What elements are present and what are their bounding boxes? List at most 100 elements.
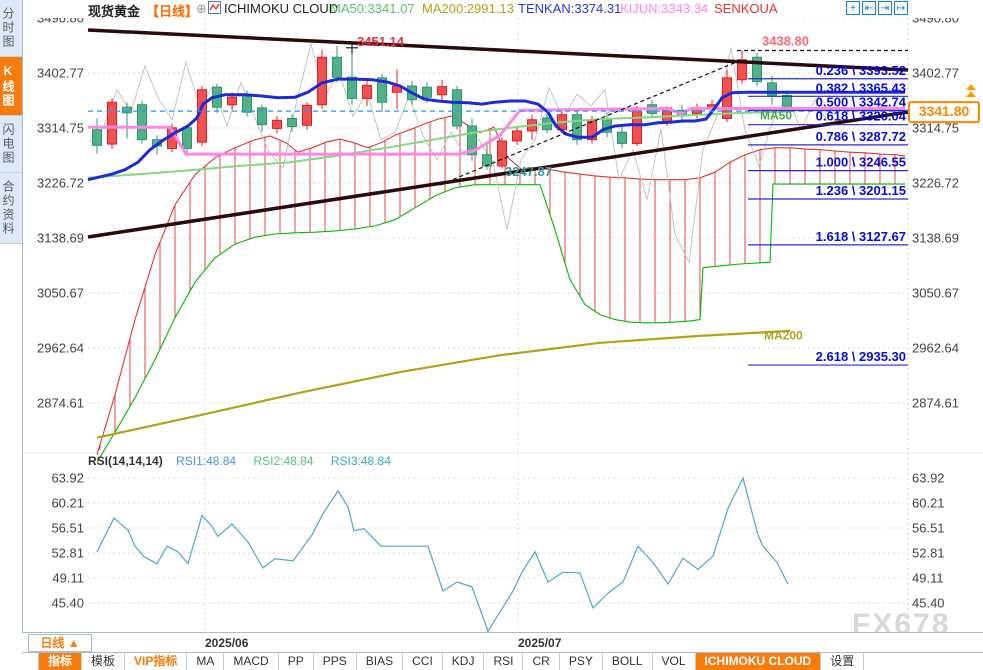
candle-body bbox=[182, 127, 192, 149]
resistance-trendline bbox=[87, 28, 909, 72]
rsi-title: RSI(14,14,14) bbox=[88, 454, 163, 468]
indicator-tabbar: 指标 模板 VIP指标 MA MACD PP PPS BIAS CCI KDJ RSI CR PSY BO… bbox=[22, 652, 983, 670]
main-yaxis-label-right: 3226.72 bbox=[912, 176, 959, 191]
period-selector[interactable]: 日线 ▲ bbox=[28, 634, 92, 652]
swing-low-label: 3247.87 bbox=[505, 164, 552, 179]
tab-pps[interactable]: PPS bbox=[314, 653, 357, 670]
ma50-line bbox=[87, 110, 791, 179]
tab-ichimoku-cloud[interactable]: ICHIMOKU CLOUD bbox=[695, 653, 822, 670]
main-yaxis-label-left: 3402.77 bbox=[37, 66, 84, 81]
indicator-name: ICHIMOKU CLOUD bbox=[224, 1, 339, 16]
tab-模板[interactable]: 模板 bbox=[82, 653, 126, 670]
tab-bias[interactable]: BIAS bbox=[357, 653, 404, 670]
tab-cr[interactable]: CR bbox=[523, 653, 560, 670]
candle-body bbox=[302, 104, 312, 126]
tab-cci[interactable]: CCI bbox=[403, 653, 443, 670]
candle-body bbox=[122, 106, 132, 114]
support-trendline bbox=[87, 110, 909, 239]
sidebar-item-0[interactable]: 分时图 bbox=[0, 0, 22, 57]
x-axis-date-0: 2025/06 bbox=[205, 636, 249, 650]
candle-body bbox=[452, 89, 462, 127]
tab-指标[interactable]: 指标 bbox=[39, 653, 83, 670]
tab-vip指标[interactable]: VIP指标 bbox=[125, 653, 188, 670]
candle-body bbox=[287, 117, 297, 128]
x-axis-date-1: 2025/07 bbox=[518, 636, 562, 650]
candle-body bbox=[422, 86, 432, 98]
candle-body bbox=[257, 107, 267, 126]
main-yaxis-label-right: 2874.61 bbox=[912, 396, 959, 411]
sidebar-item-1[interactable]: K线图 bbox=[0, 57, 22, 116]
main-yaxis-label-right: 3314.75 bbox=[912, 121, 959, 136]
main-yaxis-label-left: 3138.69 bbox=[37, 231, 84, 246]
circle-plus-icon[interactable]: ⊕ bbox=[196, 1, 207, 16]
kijun-line bbox=[88, 106, 905, 156]
rsi-yaxis-label-right: 56.51 bbox=[912, 521, 945, 536]
candle-body bbox=[347, 76, 357, 99]
sidebar-item-3[interactable]: 合约资料 bbox=[0, 173, 22, 244]
candle-body bbox=[242, 94, 252, 113]
fib-label-8: 2.618 \ 2935.30 bbox=[816, 349, 906, 364]
candle-body bbox=[617, 131, 627, 144]
fib-label-2: 0.500 \ 3342.74 bbox=[816, 95, 907, 110]
tab-boll[interactable]: BOLL bbox=[603, 653, 653, 670]
rsi-yaxis-label-right: 45.40 bbox=[912, 596, 945, 611]
candle-body bbox=[332, 56, 342, 78]
projection-label: 3438.80 bbox=[762, 33, 809, 48]
indicator-chart-icon bbox=[208, 1, 221, 17]
tab-rsi[interactable]: RSI bbox=[484, 653, 524, 670]
rsi1-value: RSI1:48.84 bbox=[176, 454, 237, 468]
rsi-yaxis-label-left: 49.11 bbox=[52, 571, 84, 586]
candle-body bbox=[227, 96, 237, 106]
fib-label-3: 0.618 \ 3320.04 bbox=[816, 109, 907, 124]
kijun-value: KIJUN:3343.34 bbox=[620, 1, 709, 16]
pan-icon[interactable]: + bbox=[846, 1, 860, 15]
go-latest-icon[interactable]: ↦ bbox=[894, 1, 908, 15]
fib-label-0: 0.236 \ 3393.52 bbox=[816, 63, 906, 78]
main-yaxis-label-right: 3402.77 bbox=[912, 66, 959, 81]
candle-body bbox=[497, 140, 507, 167]
senkou-b-line bbox=[96, 183, 905, 463]
fib-label-6: 1.236 \ 3201.15 bbox=[816, 183, 906, 198]
sidebar-item-2[interactable]: 闪电图 bbox=[0, 116, 22, 173]
candle-body bbox=[587, 120, 597, 141]
main-yaxis-label-left: 2874.61 bbox=[37, 396, 84, 411]
main-yaxis-label-left: 3050.67 bbox=[37, 286, 84, 301]
rsi3-value: RSI3:48.84 bbox=[330, 454, 391, 468]
main-yaxis-label-right: 3138.69 bbox=[912, 231, 959, 246]
candle-body bbox=[377, 77, 387, 103]
candle-body bbox=[512, 130, 522, 142]
candle-body bbox=[362, 84, 372, 99]
tab-ma[interactable]: MA bbox=[187, 653, 225, 670]
candle-body bbox=[92, 129, 102, 146]
period-tag[interactable]: 【日线】 bbox=[146, 4, 199, 19]
tab-psy[interactable]: PSY bbox=[560, 653, 603, 670]
tab-pp[interactable]: PP bbox=[279, 653, 314, 670]
fib-label-1: 0.382 \ 3365.43 bbox=[816, 80, 906, 95]
candle-body bbox=[272, 119, 282, 129]
axis-right-icon[interactable]: ⇥ bbox=[878, 1, 892, 15]
main-yaxis-label-left: 2962.64 bbox=[37, 341, 84, 356]
rsi-yaxis-label-left: 60.21 bbox=[51, 496, 84, 511]
tab-vol[interactable]: VOL bbox=[653, 653, 696, 670]
axis-left-icon[interactable]: ⇤ bbox=[862, 1, 876, 15]
rsi-line bbox=[96, 476, 789, 632]
tab-kdj[interactable]: KDJ bbox=[443, 653, 485, 670]
chart-type-list: 分时图 K线图 闪电图 合约资料 bbox=[0, 0, 22, 244]
tab-设置[interactable]: 设置 bbox=[821, 653, 865, 670]
candle-body bbox=[437, 86, 447, 96]
candle-body bbox=[737, 59, 747, 81]
senkou-a-line bbox=[96, 115, 906, 455]
fib-label-5: 1.000 \ 3246.55 bbox=[816, 155, 906, 170]
ma50-value: MA50:3341.07 bbox=[330, 1, 415, 16]
rsi-yaxis-label-right: 52.81 bbox=[912, 546, 945, 561]
main-yaxis-label-right: 3050.67 bbox=[912, 286, 959, 301]
rsi-yaxis-label-right: 49.11 bbox=[912, 571, 944, 586]
swing-high-label: 3451.14 bbox=[357, 34, 405, 49]
tab-macd[interactable]: MACD bbox=[224, 653, 279, 670]
candle-body bbox=[752, 56, 762, 83]
candle-body bbox=[767, 82, 777, 96]
top-indicator-bar: 现货黄金 【日线】 ⊕ ICHIMOKU CLOUD MA50:3341.07 … bbox=[22, 0, 983, 19]
x-axis-strip: 日线 ▲ 2025/06 2025/07 bbox=[22, 632, 983, 653]
dashed-rally-trendline bbox=[439, 59, 743, 186]
